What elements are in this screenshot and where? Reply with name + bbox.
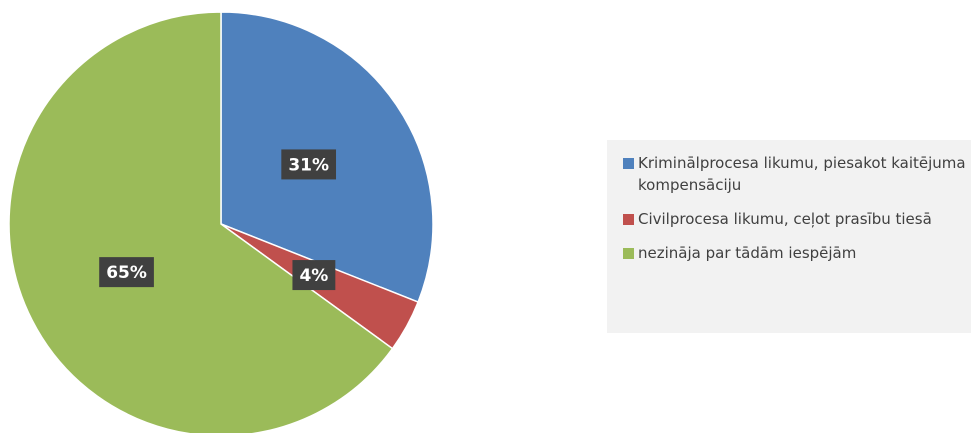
data-label-text: 4% xyxy=(299,266,328,286)
legend-label: Civilprocesa likumu, ceļot prasību tiesā xyxy=(638,210,932,228)
data-label-text: 65% xyxy=(106,263,147,283)
legend-item: Kriminālprocesa likumu, piesakot kaitēju… xyxy=(623,152,971,196)
data-label: 4% xyxy=(292,260,336,291)
legend-item: nezināja par tādām iespējām xyxy=(623,242,971,264)
legend: Kriminālprocesa likumu, piesakot kaitēju… xyxy=(607,140,971,333)
data-label: 65% xyxy=(99,257,154,288)
data-label-box xyxy=(281,149,337,180)
data-label-text: 31% xyxy=(288,155,329,175)
legend-label: nezināja par tādām iespējām xyxy=(638,244,857,262)
legend-swatch xyxy=(623,158,634,169)
data-label-box xyxy=(292,260,336,291)
pie-slice xyxy=(8,11,394,433)
legend-swatch xyxy=(623,214,634,225)
legend-swatch xyxy=(623,248,634,259)
legend-item: Civilprocesa likumu, ceļot prasību tiesā xyxy=(623,208,971,230)
legend-label: Kriminālprocesa likumu, piesakot kaitēju… xyxy=(638,154,966,194)
data-label-box xyxy=(99,257,154,288)
data-label: 31% xyxy=(281,149,337,180)
